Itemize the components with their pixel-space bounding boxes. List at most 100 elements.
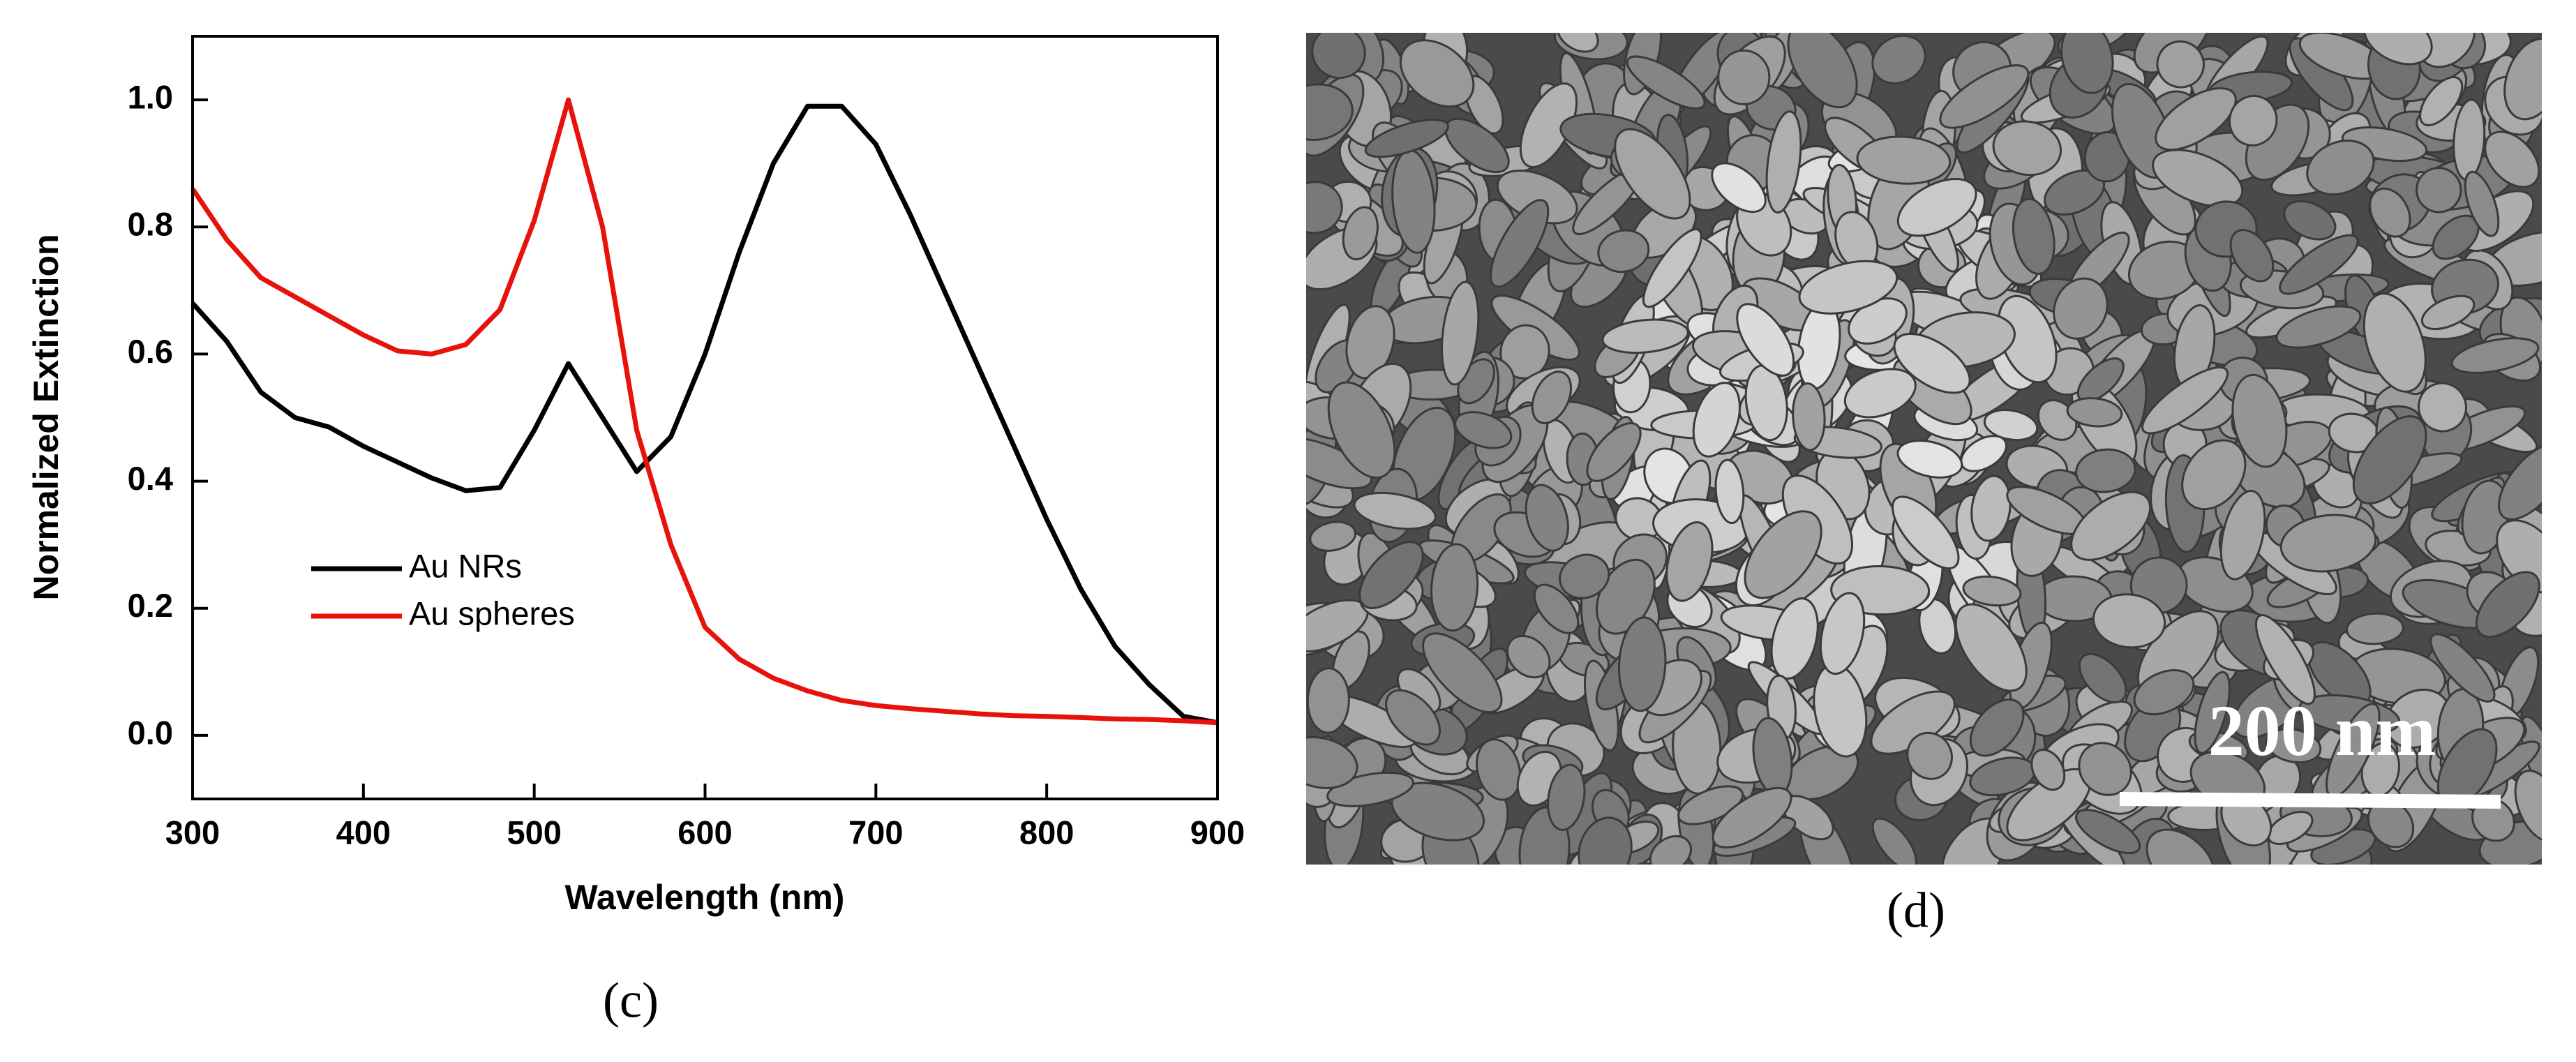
particle — [1618, 616, 1667, 712]
particle — [1358, 541, 1424, 610]
particle — [1626, 55, 1706, 110]
particle — [2141, 366, 2229, 435]
y-tick-label: 0.2 — [128, 587, 173, 624]
particle — [1744, 510, 1822, 599]
particle — [2066, 397, 2123, 428]
particle — [2152, 149, 2244, 207]
particle — [2283, 200, 2337, 241]
particle — [2254, 614, 2316, 705]
particle — [1891, 495, 1960, 570]
particle — [1441, 281, 1480, 386]
particle — [1306, 667, 1350, 734]
particle — [1939, 64, 2030, 129]
particle — [2229, 229, 2275, 283]
particle — [1306, 736, 1358, 789]
particle — [1665, 521, 1714, 602]
particle — [1430, 543, 1479, 632]
particle — [2503, 38, 2542, 121]
particle — [2352, 415, 2427, 505]
particle — [1893, 332, 1971, 394]
particle — [2078, 742, 2132, 796]
particle — [2464, 170, 2500, 237]
particle — [2228, 94, 2278, 147]
particle — [1843, 368, 1917, 419]
y-tick-label: 0.4 — [128, 460, 173, 497]
legend-label: Au NRs — [409, 547, 522, 584]
particle — [2279, 514, 2377, 573]
particle — [1677, 785, 1744, 825]
x-tick-label: 700 — [848, 814, 903, 851]
particle — [2369, 187, 2411, 238]
particle — [1601, 318, 1689, 354]
particle — [2155, 87, 2237, 151]
particle — [2146, 828, 2216, 865]
series-line — [190, 103, 1218, 726]
x-tick-label: 900 — [1190, 814, 1245, 851]
particle — [1906, 731, 1953, 780]
particle — [1820, 592, 1866, 675]
particle — [2475, 571, 2540, 638]
particle — [2156, 40, 2205, 89]
particle — [2030, 749, 2066, 791]
scale-bar-label: 200 nm — [2208, 691, 2436, 771]
particle — [1992, 120, 2062, 177]
particle — [1422, 632, 1503, 714]
particle — [1454, 411, 1513, 449]
particle — [1578, 816, 1633, 865]
particle — [2362, 33, 2433, 66]
particle — [1711, 162, 1767, 214]
y-tick-label: 0.0 — [128, 714, 173, 751]
particle — [2075, 809, 2141, 855]
particle — [1345, 305, 1395, 380]
x-tick-label: 300 — [165, 814, 220, 851]
particle — [1306, 437, 1373, 490]
particle — [1327, 381, 1396, 479]
particle — [1309, 521, 1357, 552]
particle — [2420, 294, 2476, 331]
particle — [2362, 292, 2427, 393]
particle — [1642, 228, 1702, 308]
particle — [1983, 409, 2039, 442]
particle — [1717, 49, 1771, 105]
scale-bar — [2119, 792, 2501, 809]
particle — [2418, 382, 2467, 433]
particle — [1736, 303, 1795, 377]
sem-image — [1306, 33, 2542, 865]
particle — [1506, 635, 1551, 679]
particle — [1871, 817, 1917, 865]
particle — [2306, 140, 2375, 196]
particle — [2231, 373, 2288, 468]
particle — [1311, 33, 1366, 80]
particle — [2078, 652, 2127, 704]
particle — [1896, 440, 1963, 479]
legend-label: Au spheres — [409, 594, 575, 631]
particle — [2497, 442, 2542, 521]
particle — [1586, 422, 1642, 482]
particle — [1597, 229, 1650, 274]
particle — [1556, 33, 1599, 53]
particle — [1712, 786, 1792, 849]
particle — [1765, 110, 1802, 214]
particle — [2219, 489, 2266, 581]
particle — [1962, 575, 2022, 607]
x-tick-label: 800 — [1019, 814, 1074, 851]
particle — [1559, 553, 1610, 599]
particle — [1547, 763, 1586, 831]
particle — [1692, 382, 1741, 458]
y-tick-label: 0.8 — [128, 206, 173, 243]
particle — [1649, 835, 1692, 865]
y-tick-label: 1.0 — [128, 79, 173, 116]
particle — [1353, 491, 1437, 530]
panel-caption: (d) — [1887, 883, 1945, 938]
particle — [2429, 633, 2496, 703]
particle — [1342, 206, 1379, 261]
particle — [2194, 671, 2231, 754]
particle — [2070, 491, 2152, 561]
particle — [1969, 698, 2025, 757]
particle — [2450, 337, 2540, 374]
particle — [1525, 484, 1569, 552]
x-tick-label: 600 — [677, 814, 732, 851]
particle — [2484, 130, 2540, 188]
particle — [1476, 738, 1522, 801]
